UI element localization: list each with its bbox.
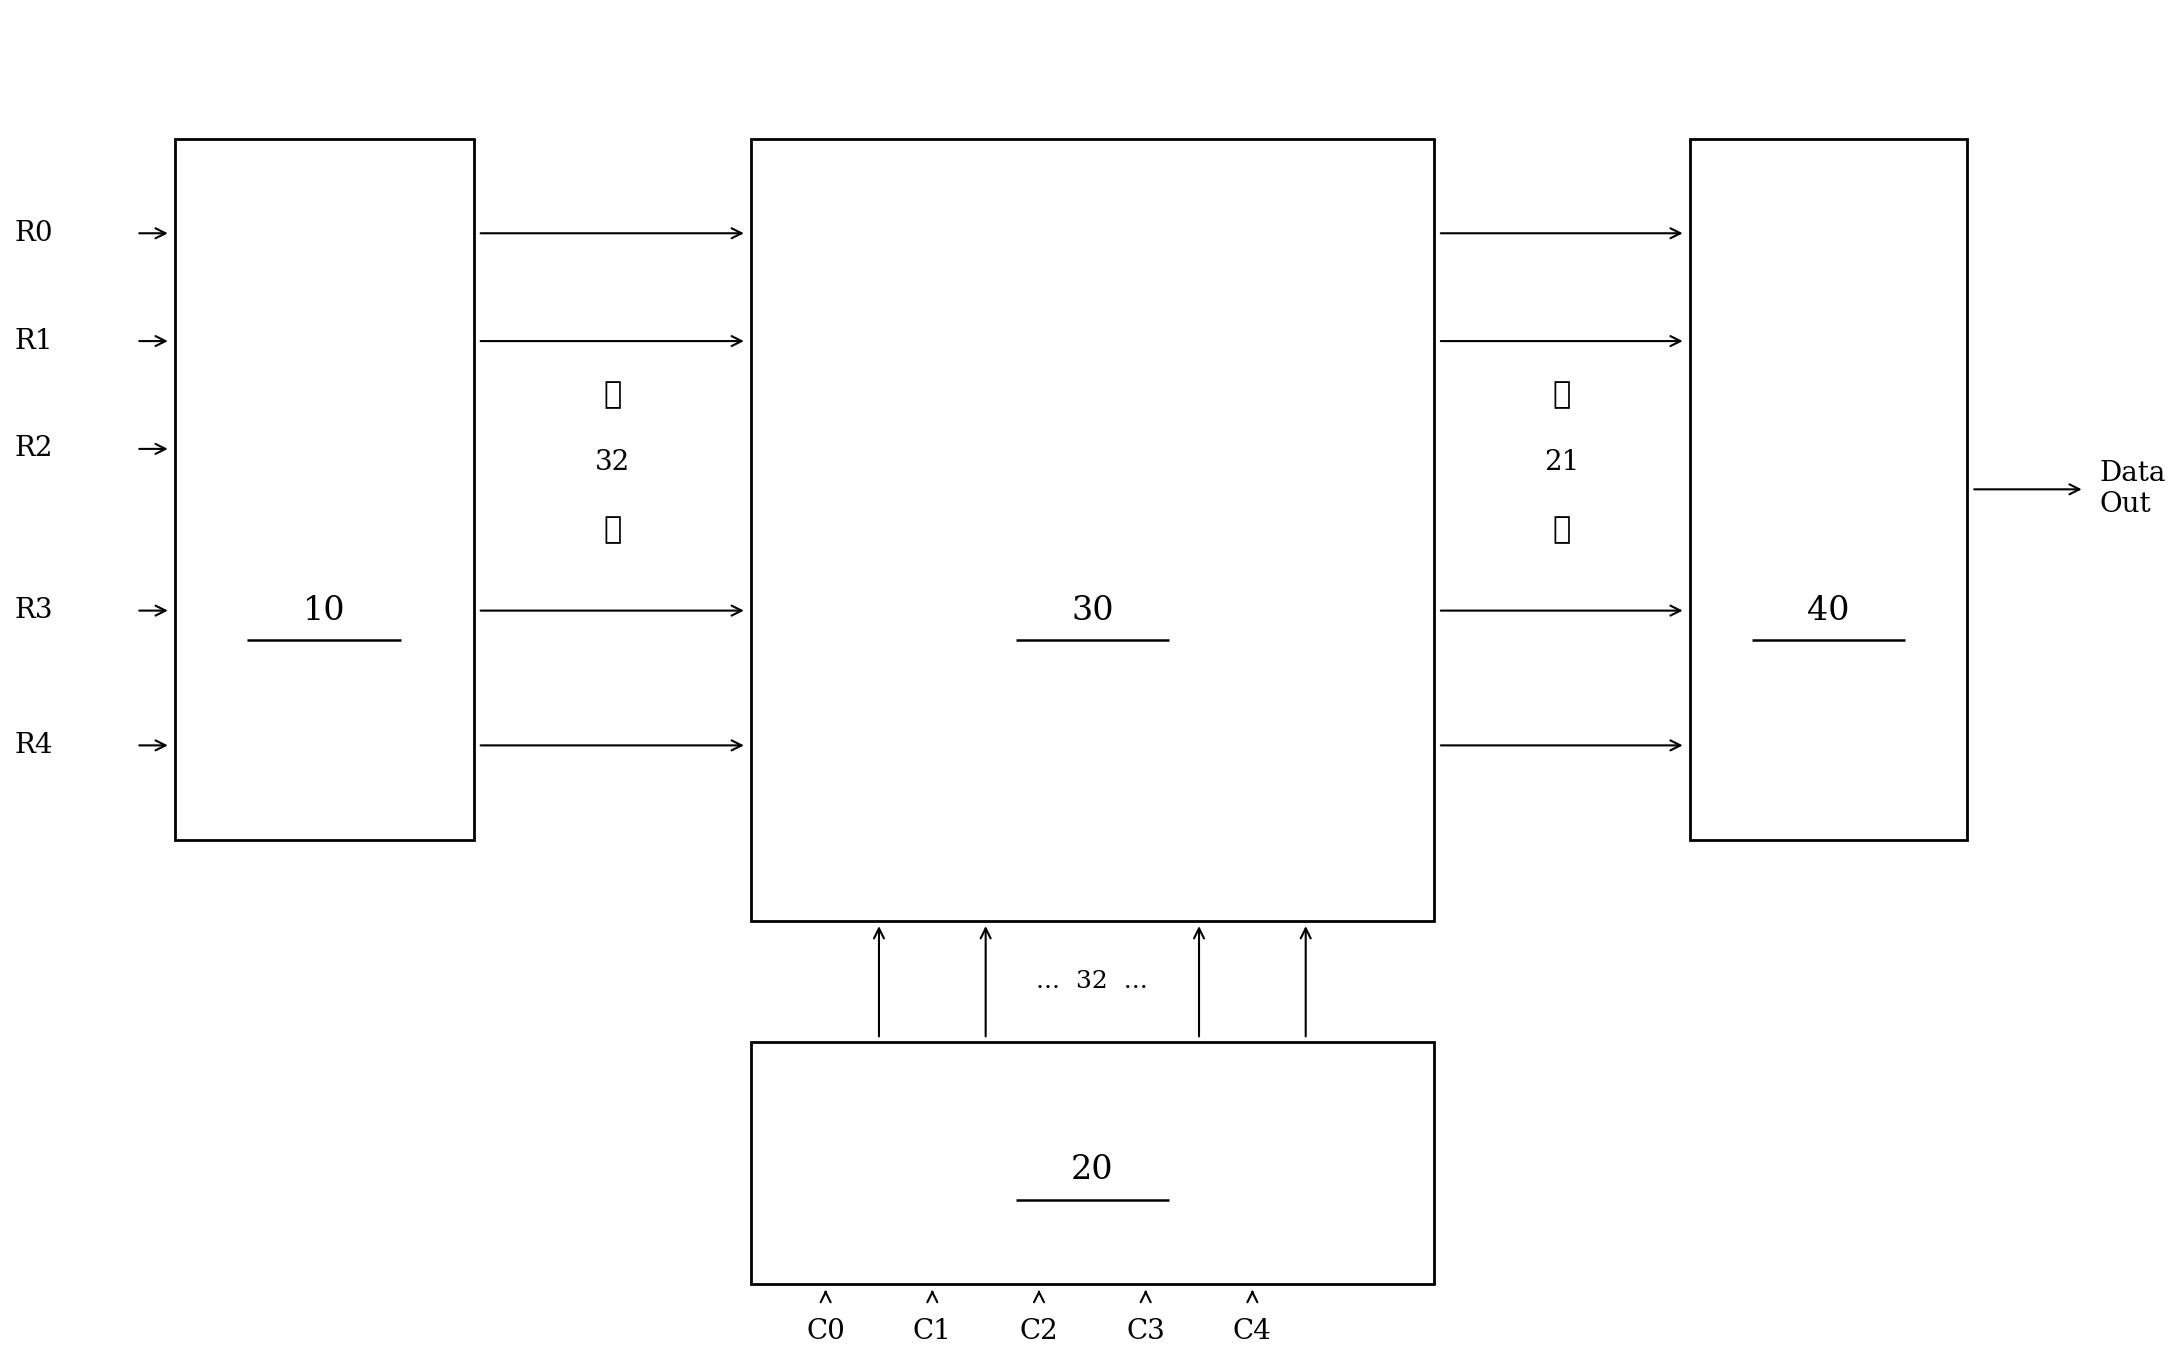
Bar [751,1041,1433,1284]
Text: 20: 20 [1072,1154,1113,1186]
Text: Data
Out: Data Out [2100,460,2165,518]
Text: ⋮: ⋮ [603,514,621,545]
Bar [751,138,1433,921]
Text: R3: R3 [15,597,52,624]
Text: R0: R0 [15,220,54,247]
Text: ⋮: ⋮ [603,380,621,411]
Text: C0: C0 [806,1318,845,1345]
Text: C1: C1 [913,1318,952,1345]
Text: ⋮: ⋮ [1553,514,1570,545]
Text: C2: C2 [1019,1318,1059,1345]
Text: C3: C3 [1126,1318,1165,1345]
Bar [174,138,473,839]
Text: R2: R2 [15,435,52,462]
Text: ...  32  ...: ... 32 ... [1037,970,1148,993]
Text: ⋮: ⋮ [1553,380,1570,411]
Text: 30: 30 [1072,595,1113,626]
Text: 10: 10 [303,595,346,626]
Text: R4: R4 [15,732,52,759]
Text: 21: 21 [1544,449,1579,476]
Text: R1: R1 [15,328,54,354]
Text: 40: 40 [1808,595,1849,626]
Text: C4: C4 [1233,1318,1272,1345]
Bar [1690,138,1967,839]
Text: 32: 32 [595,449,629,476]
